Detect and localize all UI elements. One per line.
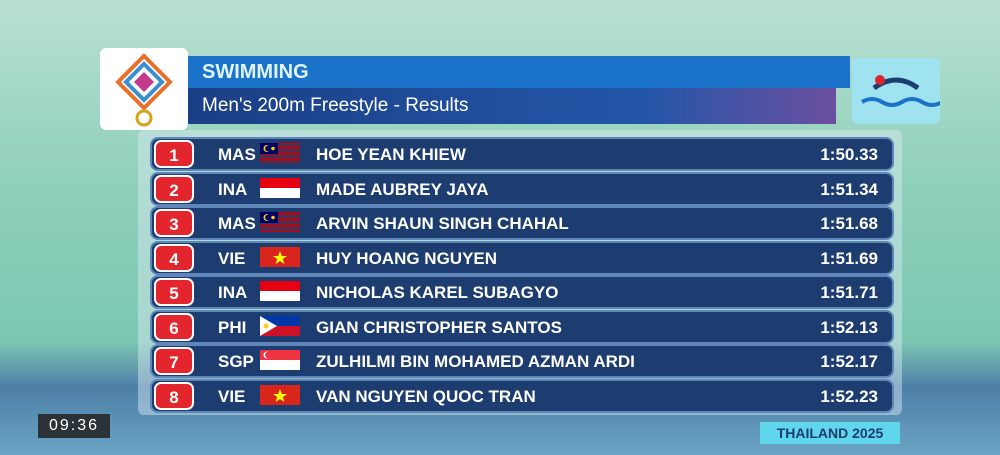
rank: 1 — [154, 140, 194, 168]
athlete-name: MADE AUBREY JAYA — [316, 179, 489, 199]
athlete-name: NICHOLAS KAREL SUBAGYO — [316, 283, 559, 302]
country-code: PHI — [218, 317, 247, 337]
country-code: INA — [218, 179, 248, 199]
athlete-name: GIAN CHRISTOPHER SANTOS — [316, 317, 562, 337]
games-logo — [100, 48, 188, 130]
result-row: 3 MAS ARVIN SHAUN SINGH CHAHAL 1:51.68 — [150, 206, 894, 240]
athlete-name: HOE YEAN KHIEW — [316, 145, 466, 164]
clock: 09:36 — [38, 414, 110, 438]
result-row: 6 PHI GIAN CHRISTOPHER SANTOS 1:52.13 — [150, 309, 894, 344]
result-time: 1:50.33 — [820, 145, 878, 164]
rank: 4 — [154, 243, 194, 272]
country-code: INA — [218, 283, 248, 302]
result-row: 5 INA NICHOLAS KAREL SUBAGYO 1:51.71 — [150, 275, 894, 309]
flag — [260, 177, 300, 198]
sport-title: SWIMMING — [202, 61, 309, 83]
result-row: 7 SGP ZULHILMI BIN MOHAMED AZMAN ARDI 1:… — [150, 344, 894, 378]
athlete-name: HUY HOANG NGUYEN — [316, 248, 498, 268]
rank: 8 — [154, 381, 194, 410]
footer-text: THAILAND 2025 — [776, 425, 884, 441]
footer-badge: THAILAND 2025 — [760, 422, 900, 444]
flag — [260, 246, 300, 267]
result-row: 1 MAS HOE YEAN KHIEW 1:50.33 — [150, 137, 894, 171]
rank: 7 — [154, 347, 194, 375]
result-row: 4 VIE HUY HOANG NGUYEN 1:51.69 — [150, 240, 894, 275]
country-code: VIE — [218, 386, 246, 406]
logo-icon — [115, 53, 173, 127]
rank: 3 — [154, 209, 194, 237]
country-code: MAS — [218, 214, 256, 233]
athlete-name: VAN NGUYEN QUOC TRAN — [316, 386, 536, 406]
result-time: 1:51.69 — [820, 248, 878, 268]
result-time: 1:52.17 — [820, 352, 878, 371]
sport-pictogram — [852, 58, 944, 124]
country-code: MAS — [218, 145, 256, 164]
result-time: 1:51.68 — [820, 214, 878, 233]
result-time: 1:52.13 — [820, 317, 878, 337]
result-time: 1:51.71 — [820, 283, 878, 302]
flag — [260, 315, 300, 336]
sport-bar: SWIMMING — [188, 56, 850, 88]
rank: 6 — [154, 312, 194, 341]
rank: 5 — [154, 278, 194, 306]
clock-text: 09:36 — [48, 417, 100, 434]
swim-icon — [860, 75, 944, 107]
country-code: SGP — [218, 352, 254, 371]
flag — [260, 143, 300, 163]
flag — [260, 212, 300, 232]
flag — [260, 384, 300, 405]
rank: 2 — [154, 174, 194, 203]
result-time: 1:52.23 — [820, 386, 878, 406]
event-bar: Men's 200m Freestyle - Results — [188, 88, 836, 124]
event-title: Men's 200m Freestyle - Results — [202, 95, 469, 116]
athlete-name: ARVIN SHAUN SINGH CHAHAL — [316, 214, 569, 233]
result-time: 1:51.34 — [820, 179, 878, 199]
flag — [260, 350, 300, 370]
athlete-name: ZULHILMI BIN MOHAMED AZMAN ARDI — [316, 352, 635, 371]
result-row: 8 VIE VAN NGUYEN QUOC TRAN 1:52.23 — [150, 378, 894, 413]
country-code: VIE — [218, 248, 246, 268]
result-row: 2 INA MADE AUBREY JAYA 1:51.34 — [150, 171, 894, 206]
flag — [260, 281, 300, 301]
